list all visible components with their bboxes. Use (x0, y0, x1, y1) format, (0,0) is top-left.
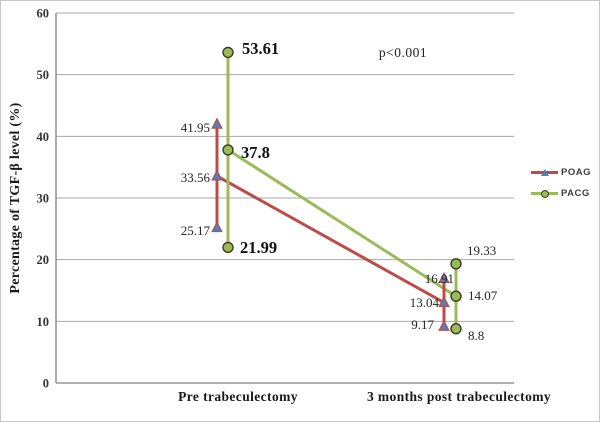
y-tick-label-50: 50 (37, 68, 50, 82)
legend-item-pacg: PACG (531, 188, 591, 199)
value-label-POAG-0-m: 33.56 (181, 170, 211, 185)
y-axis-title: Percentage of TGF-β level (%) (8, 102, 23, 294)
value-label-POAG-1-u: 16.91 (425, 271, 454, 286)
trend-line-POAG (215, 174, 446, 305)
marker-POAG-1-mean (438, 295, 450, 307)
circle-marker-icon (540, 189, 549, 198)
marker-PACG-0-mean (222, 144, 234, 156)
marker-POAG-0-mean (211, 169, 223, 181)
legend-label-pacg: PACG (561, 188, 590, 199)
y-tick-label-10: 10 (37, 315, 50, 329)
poag-line-swatch (531, 168, 558, 176)
value-label-PACG-1-u: 19.33 (467, 243, 496, 258)
y-tick-label-60: 60 (37, 7, 50, 21)
value-label-POAG-0-u: 41.95 (181, 120, 210, 135)
value-label-PACG-0-m: 37.8 (241, 143, 270, 162)
y-tick-label-40: 40 (37, 130, 50, 144)
marker-PACG-0-upper (222, 46, 234, 59)
trend-line-PACG (226, 148, 458, 298)
marker-POAG-1-lower (438, 319, 450, 331)
value-label-POAG-0-l: 25.17 (181, 223, 211, 238)
marker-POAG-1-upper (438, 271, 450, 284)
triangle-marker-icon (540, 168, 549, 176)
marker-POAG-0-upper (211, 117, 223, 129)
y-tick-label-0: 0 (43, 377, 49, 391)
pacg-line-swatch (531, 189, 558, 198)
value-label-PACG-0-l: 21.99 (240, 238, 277, 257)
value-label-PACG-1-m: 14.07 (468, 288, 498, 303)
y-tick-label-20: 20 (37, 253, 50, 267)
value-label-PACG-0-u: 53.61 (242, 39, 279, 58)
marker-PACG-1-upper (450, 258, 462, 270)
legend-label-poag: POAG (561, 167, 591, 178)
value-label-PACG-1-l: 8.8 (468, 328, 484, 343)
x-category-pre: Pre trabeculectomy (178, 389, 298, 404)
marker-PACG-1-lower (450, 323, 462, 335)
marker-PACG-1-mean (450, 290, 462, 302)
legend: POAG PACG (531, 167, 591, 199)
value-label-POAG-1-m: 13.04 (410, 295, 440, 310)
value-label-POAG-1-l: 9.17 (411, 317, 434, 332)
p-value-annotation: p<0.001 (378, 45, 428, 60)
legend-item-poag: POAG (531, 167, 591, 178)
y-tick-label-30: 30 (37, 192, 50, 206)
x-category-post: 3 months post trabeculectomy (366, 389, 552, 404)
marker-POAG-0-lower (211, 220, 223, 233)
marker-PACG-0-lower (222, 241, 234, 254)
